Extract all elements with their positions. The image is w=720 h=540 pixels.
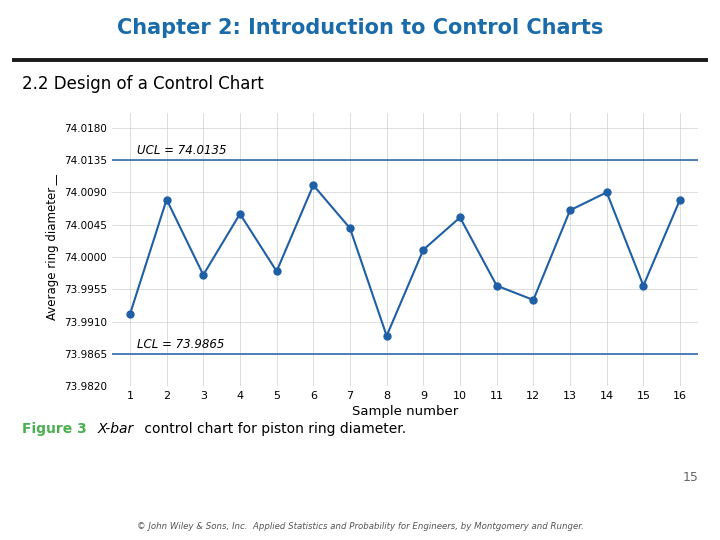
Text: control chart for piston ring diameter.: control chart for piston ring diameter. [140, 422, 407, 436]
Y-axis label: Average ring diameter  ͟: Average ring diameter ͟ [47, 179, 60, 320]
Text: Figure 3: Figure 3 [22, 422, 86, 436]
Text: Chapter 2: Introduction to Control Charts: Chapter 2: Introduction to Control Chart… [117, 18, 603, 38]
Text: X-bar: X-bar [97, 422, 133, 436]
Text: LCL = 73.9865: LCL = 73.9865 [138, 338, 225, 350]
Text: UCL = 74.0135: UCL = 74.0135 [138, 144, 227, 157]
Text: © John Wiley & Sons, Inc.  Applied Statistics and Probability for Engineers, by : © John Wiley & Sons, Inc. Applied Statis… [137, 522, 583, 531]
Text: 2.2 Design of a Control Chart: 2.2 Design of a Control Chart [22, 75, 264, 93]
Text: 15: 15 [683, 471, 698, 484]
X-axis label: Sample number: Sample number [352, 405, 458, 418]
